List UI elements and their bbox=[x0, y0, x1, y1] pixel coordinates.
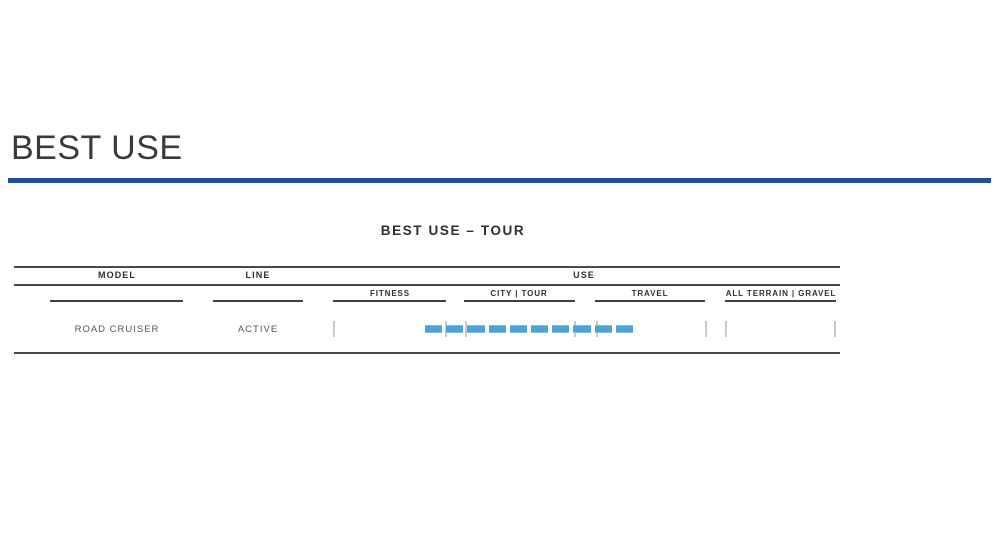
table-rule-middle bbox=[14, 284, 840, 286]
column-header-use: USE bbox=[573, 270, 595, 280]
column-underline-model bbox=[50, 300, 183, 302]
use-range-dash bbox=[615, 325, 634, 333]
use-range-dash bbox=[552, 325, 570, 333]
subcolumn-header-all-terrain-gravel: ALL TERRAIN | GRAVEL bbox=[725, 289, 837, 298]
table-rule-bottom bbox=[14, 352, 840, 354]
table-rule-top bbox=[14, 266, 840, 268]
use-range-dash bbox=[425, 325, 443, 333]
use-range-dash bbox=[488, 325, 506, 333]
use-range-dash bbox=[509, 325, 528, 333]
use-range-dash bbox=[467, 325, 485, 333]
use-range-bar bbox=[425, 325, 634, 333]
column-underline-fitness bbox=[333, 300, 446, 302]
column-boundary-tick bbox=[725, 321, 727, 337]
column-boundary-tick bbox=[465, 321, 467, 337]
column-header-model: MODEL bbox=[98, 270, 136, 280]
column-underline-city-tour bbox=[464, 300, 575, 302]
use-range-dash bbox=[531, 325, 549, 333]
column-underline-line bbox=[213, 300, 303, 302]
table-title: BEST USE – TOUR bbox=[380, 223, 526, 238]
column-boundary-tick bbox=[705, 321, 707, 337]
column-underline-travel bbox=[595, 300, 705, 302]
column-boundary-tick bbox=[333, 321, 335, 337]
row-line-value: ACTIVE bbox=[237, 324, 279, 335]
column-boundary-tick bbox=[445, 321, 447, 337]
use-range-dash bbox=[573, 325, 591, 333]
page-title: BEST USE bbox=[11, 129, 183, 167]
subcolumn-header-travel: TRAVEL bbox=[631, 289, 669, 298]
use-range-dash bbox=[594, 325, 612, 333]
subcolumn-header-city-tour: CITY | TOUR bbox=[490, 289, 548, 298]
subcolumn-header-fitness: FITNESS bbox=[369, 289, 411, 298]
column-header-line: LINE bbox=[245, 270, 271, 280]
title-accent-rule bbox=[8, 178, 991, 183]
column-underline-all-terrain-gravel bbox=[725, 300, 836, 302]
row-model-value: ROAD CRUISER bbox=[74, 324, 160, 335]
column-boundary-tick bbox=[834, 321, 836, 337]
use-range-dash bbox=[446, 325, 464, 333]
